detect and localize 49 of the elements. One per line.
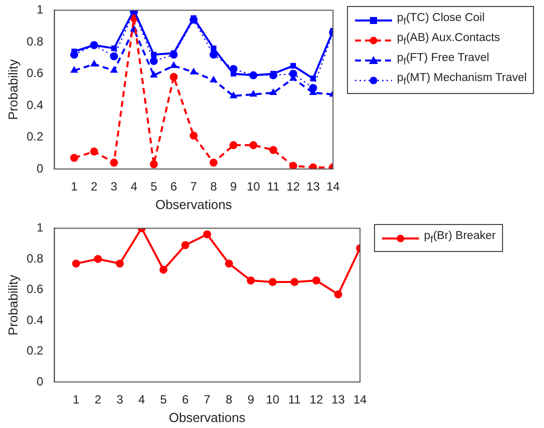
x-tick-label: 14 [326,180,340,194]
x-tick-label: 7 [204,392,211,407]
legend-label: p$_{f}$(FT) Free Travel [397,52,490,68]
legend-label: p$_{f}$(MT) Mechanism Travel [397,72,527,88]
y-axis-title: Probability [5,58,20,120]
x-tick-label: 5 [150,180,158,194]
x-tick-label: 10 [266,392,280,407]
x-tick-label: 8 [226,392,233,407]
x-tick-label: 12 [310,392,324,407]
x-axis-title: Observations [168,410,246,425]
legend-label: p$_{f}$(TC) Close Coil [397,12,485,28]
x-tick-label: 4 [130,180,138,194]
x-tick-label: 3 [110,180,118,194]
y-tick-label: 0.8 [26,34,44,48]
x-tick-label: 6 [182,392,189,407]
y-tick-label: 0.4 [26,312,44,327]
y-tick-label: 0.6 [26,282,44,296]
x-tick-label: 13 [306,180,320,194]
x-tick-label: 12 [286,180,300,194]
x-tick-label: 9 [230,180,238,194]
x-tick-label: 1 [72,392,80,407]
x-tick-label: 9 [247,392,254,407]
x-tick-label: 5 [160,392,168,407]
x-tick-label: 10 [246,180,260,194]
x-tick-label: 14 [353,392,367,407]
x-tick-label: 11 [288,392,302,407]
y-tick-label: 0 [36,374,44,388]
x-tick-label: 4 [138,392,146,407]
y-tick-label: 0.2 [26,344,44,358]
y-axis-title: Probability [5,274,20,336]
legend-label: p$_{f}$(Br) Breaker [424,230,496,246]
y-tick-label: 1 [36,220,44,235]
y-tick-label: 0 [36,161,44,176]
x-tick-label: 8 [210,180,218,194]
y-tick-label: 0.6 [26,66,44,80]
x-tick-label: 2 [94,392,102,407]
x-tick-label: 3 [116,392,124,407]
y-tick-label: 1 [36,2,44,17]
y-tick-label: 0.8 [26,251,44,266]
x-tick-label: 13 [331,392,346,407]
x-tick-label: 1 [70,180,78,194]
x-tick-label: 7 [190,180,198,194]
x-tick-label: 6 [170,180,178,194]
x-tick-label: 2 [90,180,98,194]
y-tick-label: 0.2 [26,130,44,144]
x-axis-title: Observations [155,196,232,212]
y-tick-label: 0.4 [26,98,44,112]
legend-label: p$_{f}$(AB) Aux.Contacts [397,32,500,48]
x-tick-label: 11 [267,180,280,194]
